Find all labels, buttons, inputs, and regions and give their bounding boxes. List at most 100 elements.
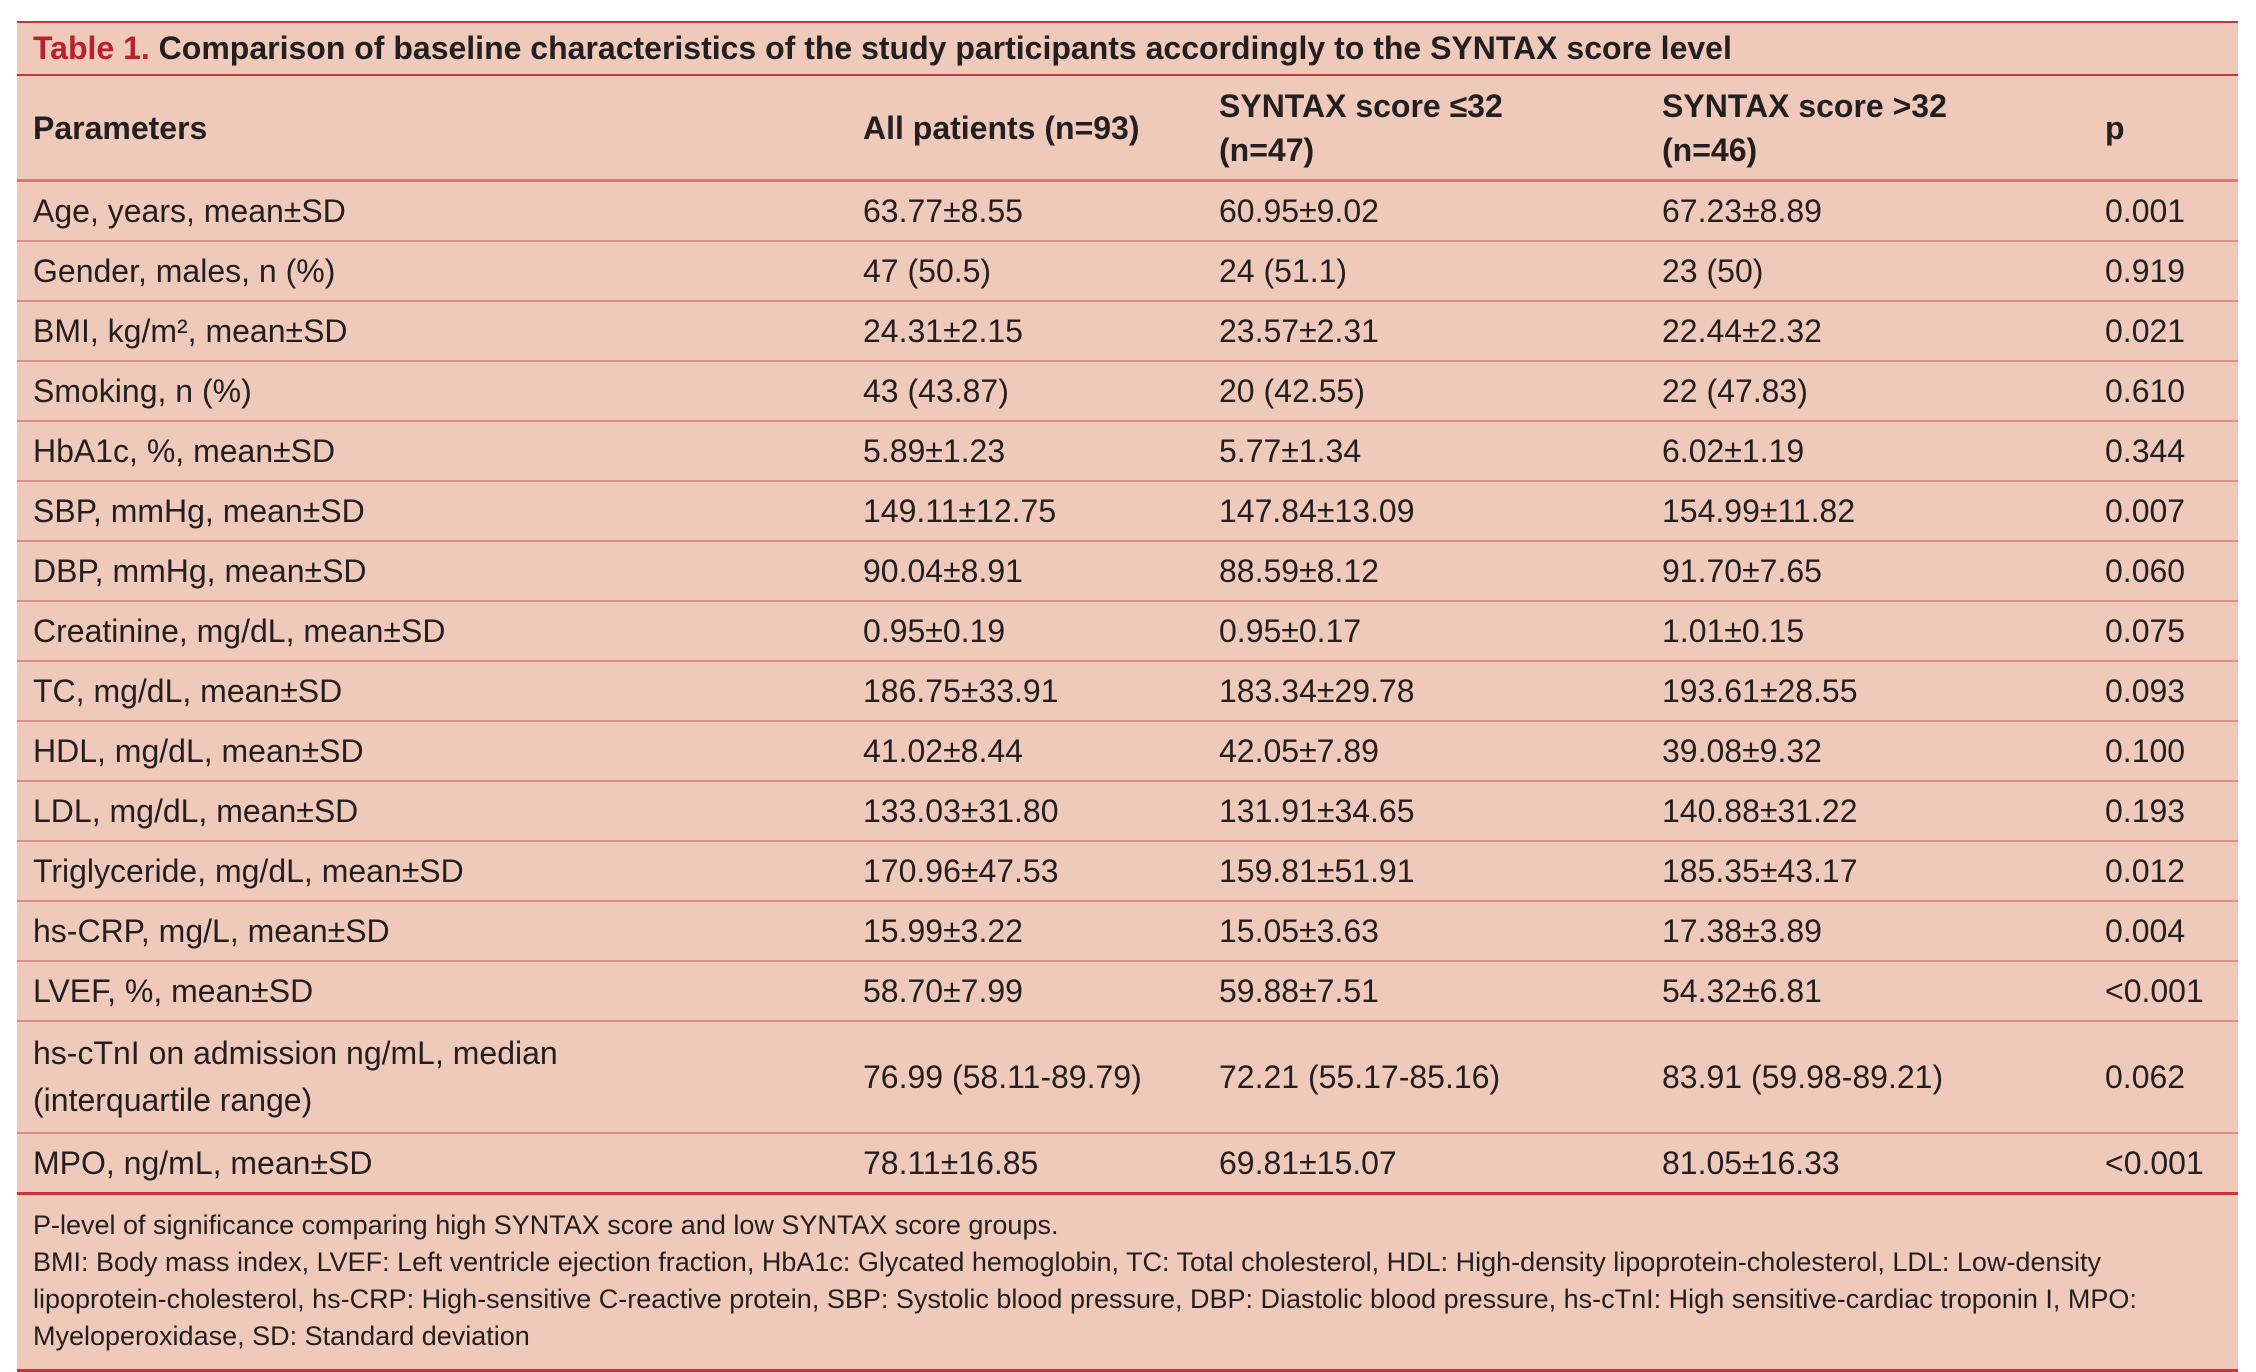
cell-parameter: HbA1c, %, mean±SD <box>17 421 863 482</box>
cell-syntax-low: 42.05±7.89 <box>1219 721 1662 782</box>
cell-parameter: LVEF, %, mean±SD <box>17 961 863 1022</box>
header-p: p <box>2105 76 2238 182</box>
cell-parameter: HDL, mg/dL, mean±SD <box>17 721 863 782</box>
cell-all-patients: 133.03±31.80 <box>863 781 1219 842</box>
cell-all-patients: 63.77±8.55 <box>863 180 1219 242</box>
cell-parameter: LDL, mg/dL, mean±SD <box>17 781 863 842</box>
cell-parameter: TC, mg/dL, mean±SD <box>17 661 863 722</box>
cell-syntax-low: 183.34±29.78 <box>1219 661 1662 722</box>
cell-p-value: 0.001 <box>2105 180 2238 242</box>
table-row: LDL, mg/dL, mean±SD 133.03±31.80 131.91±34… <box>17 781 2238 842</box>
cell-p-value: 0.075 <box>2105 601 2238 662</box>
cell-syntax-low: 147.84±13.09 <box>1219 481 1662 542</box>
cell-p-value: 0.021 <box>2105 301 2238 362</box>
cell-syntax-low: 159.81±51.91 <box>1219 841 1662 902</box>
table-row: Smoking, n (%) 43 (43.87) 20 (42.55) 22 (47… <box>17 361 2238 422</box>
cell-all-patients: 43 (43.87) <box>863 361 1219 422</box>
cell-syntax-high: 81.05±16.33 <box>1662 1133 2105 1195</box>
cell-parameter: Age, years, mean±SD <box>17 180 863 242</box>
cell-p-value: 0.100 <box>2105 721 2238 782</box>
cell-all-patients: 186.75±33.91 <box>863 661 1219 722</box>
cell-all-patients: 58.70±7.99 <box>863 961 1219 1022</box>
cell-syntax-low: 5.77±1.34 <box>1219 421 1662 482</box>
cell-p-value: 0.610 <box>2105 361 2238 422</box>
cell-syntax-high: 67.23±8.89 <box>1662 180 2105 242</box>
cell-syntax-low: 131.91±34.65 <box>1219 781 1662 842</box>
cell-parameter: Triglyceride, mg/dL, mean±SD <box>17 841 863 902</box>
table-row: DBP, mmHg, mean±SD 90.04±8.91 88.59±8.12 91… <box>17 541 2238 602</box>
header-parameters: Parameters <box>17 76 863 182</box>
cell-p-value: <0.001 <box>2105 1133 2238 1195</box>
footnote-significance: P-level of significance comparing high S… <box>33 1210 1059 1240</box>
cell-p-value: 0.060 <box>2105 541 2238 602</box>
cell-p-value: 0.007 <box>2105 481 2238 542</box>
cell-syntax-high: 22.44±2.32 <box>1662 301 2105 362</box>
table-row: HDL, mg/dL, mean±SD 41.02±8.44 42.05±7.89 3… <box>17 721 2238 782</box>
cell-parameter: MPO, ng/mL, mean±SD <box>17 1133 863 1195</box>
cell-parameter: hs-CRP, mg/L, mean±SD <box>17 901 863 962</box>
table-row: Creatinine, mg/dL, mean±SD 0.95±0.19 0.95±… <box>17 601 2238 662</box>
table-container: Table 1. Comparison of baseline characte… <box>17 21 2238 1372</box>
cell-p-value: 0.012 <box>2105 841 2238 902</box>
cell-p-value: <0.001 <box>2105 961 2238 1022</box>
header-all-patients: All patients (n=93) <box>863 76 1219 182</box>
cell-all-patients: 170.96±47.53 <box>863 841 1219 902</box>
cell-syntax-low: 72.21 (55.17-85.16) <box>1219 1021 1662 1134</box>
table-row: TC, mg/dL, mean±SD 186.75±33.91 183.34±29.… <box>17 661 2238 722</box>
cell-syntax-low: 60.95±9.02 <box>1219 180 1662 242</box>
cell-syntax-low: 24 (51.1) <box>1219 241 1662 302</box>
cell-p-value: 0.919 <box>2105 241 2238 302</box>
cell-syntax-low: 20 (42.55) <box>1219 361 1662 422</box>
cell-syntax-low: 88.59±8.12 <box>1219 541 1662 602</box>
table-title: Comparison of baseline characteristics o… <box>158 30 1732 66</box>
cell-p-value: 0.004 <box>2105 901 2238 962</box>
cell-parameter: hs-cTnI on admission ng/mL, median (inte… <box>17 1021 863 1134</box>
cell-p-value: 0.344 <box>2105 421 2238 482</box>
header-syntax-low: SYNTAX score ≤32 (n=47) <box>1219 76 1662 182</box>
cell-syntax-low: 69.81±15.07 <box>1219 1133 1662 1195</box>
cell-syntax-high: 1.01±0.15 <box>1662 601 2105 662</box>
cell-parameter: SBP, mmHg, mean±SD <box>17 481 863 542</box>
baseline-characteristics-table: Parameters All patients (n=93) SYNTAX scor… <box>17 76 2238 1195</box>
cell-syntax-low: 59.88±7.51 <box>1219 961 1662 1022</box>
cell-all-patients: 149.11±12.75 <box>863 481 1219 542</box>
cell-syntax-high: 39.08±9.32 <box>1662 721 2105 782</box>
cell-all-patients: 76.99 (58.11-89.79) <box>863 1021 1219 1134</box>
cell-syntax-low: 23.57±2.31 <box>1219 301 1662 362</box>
table-row: BMI, kg/m², mean±SD 24.31±2.15 23.57±2.31 2… <box>17 301 2238 362</box>
cell-syntax-low: 15.05±3.63 <box>1219 901 1662 962</box>
cell-p-value: 0.193 <box>2105 781 2238 842</box>
cell-p-value: 0.093 <box>2105 661 2238 722</box>
cell-syntax-high: 6.02±1.19 <box>1662 421 2105 482</box>
header-syntax-high: SYNTAX score >32 (n=46) <box>1662 76 2105 182</box>
cell-parameter: Gender, males, n (%) <box>17 241 863 302</box>
cell-parameter: Smoking, n (%) <box>17 361 863 422</box>
table-row: Triglyceride, mg/dL, mean±SD 170.96±47.53… <box>17 841 2238 902</box>
cell-syntax-high: 185.35±43.17 <box>1662 841 2105 902</box>
cell-all-patients: 0.95±0.19 <box>863 601 1219 662</box>
cell-parameter: BMI, kg/m², mean±SD <box>17 301 863 362</box>
cell-all-patients: 41.02±8.44 <box>863 721 1219 782</box>
table-caption: Table 1. Comparison of baseline characte… <box>17 23 2238 76</box>
header-row: Parameters All patients (n=93) SYNTAX scor… <box>17 76 2238 182</box>
cell-all-patients: 15.99±3.22 <box>863 901 1219 962</box>
table-row: hs-cTnI on admission ng/mL, median (inte… <box>17 1021 2238 1134</box>
cell-syntax-low: 0.95±0.17 <box>1219 601 1662 662</box>
cell-all-patients: 90.04±8.91 <box>863 541 1219 602</box>
cell-all-patients: 78.11±16.85 <box>863 1133 1219 1195</box>
table-row: MPO, ng/mL, mean±SD 78.11±16.85 69.81±15.0… <box>17 1133 2238 1195</box>
cell-parameter: Creatinine, mg/dL, mean±SD <box>17 601 863 662</box>
cell-all-patients: 47 (50.5) <box>863 241 1219 302</box>
table-body: Age, years, mean±SD 63.77±8.55 60.95±9.02 6… <box>17 180 2238 1195</box>
cell-syntax-high: 22 (47.83) <box>1662 361 2105 422</box>
table-row: LVEF, %, mean±SD 58.70±7.99 59.88±7.51 54.3… <box>17 961 2238 1022</box>
table-row: Age, years, mean±SD 63.77±8.55 60.95±9.02 6… <box>17 180 2238 242</box>
cell-syntax-high: 83.91 (59.98-89.21) <box>1662 1021 2105 1134</box>
cell-all-patients: 5.89±1.23 <box>863 421 1219 482</box>
cell-syntax-high: 23 (50) <box>1662 241 2105 302</box>
cell-syntax-high: 54.32±6.81 <box>1662 961 2105 1022</box>
cell-all-patients: 24.31±2.15 <box>863 301 1219 362</box>
table-footnotes: P-level of significance comparing high S… <box>17 1195 2238 1369</box>
cell-syntax-high: 140.88±31.22 <box>1662 781 2105 842</box>
table-row: SBP, mmHg, mean±SD 149.11±12.75 147.84±13.… <box>17 481 2238 542</box>
